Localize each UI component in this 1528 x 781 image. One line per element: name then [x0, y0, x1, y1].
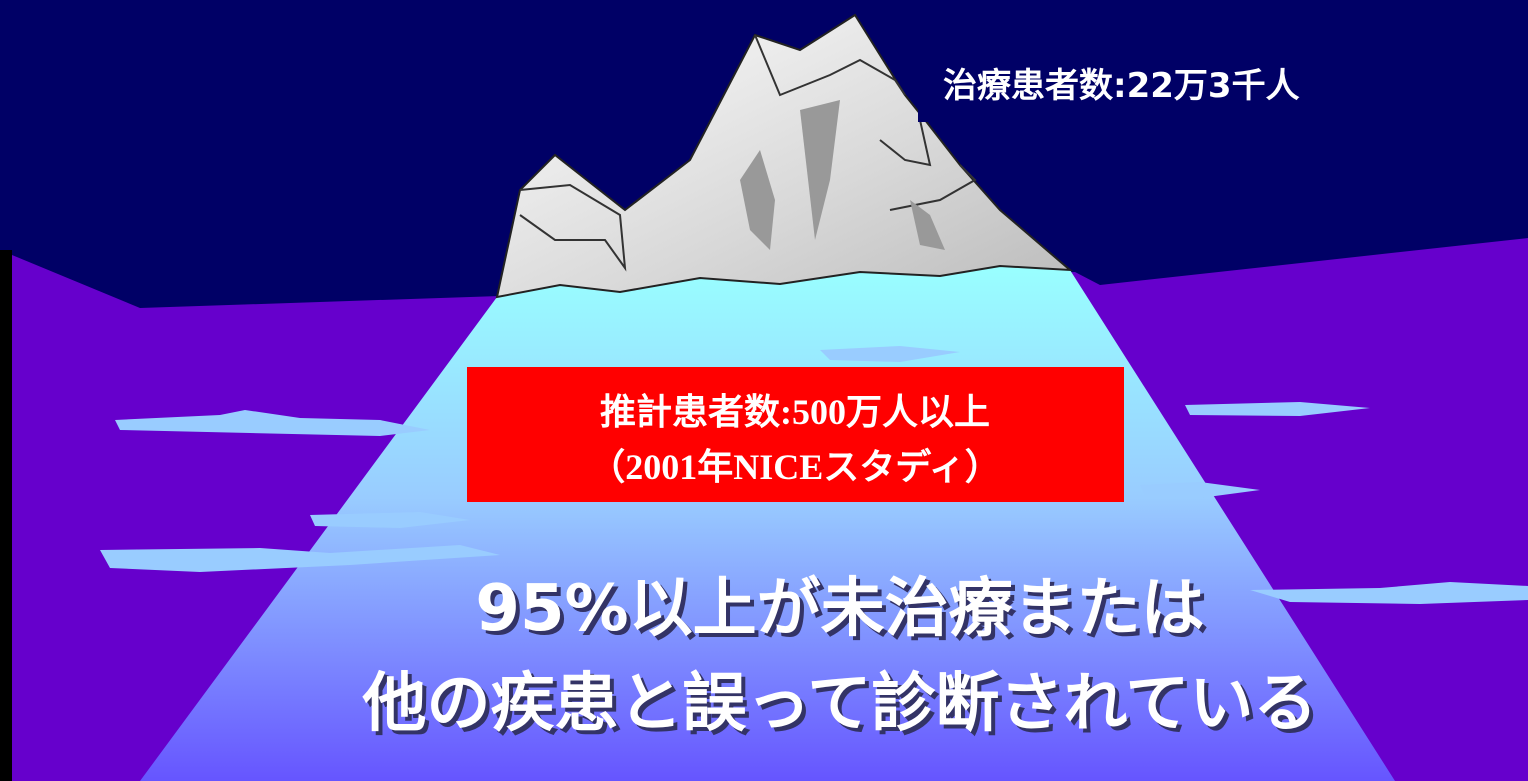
- left-edge: [0, 250, 12, 781]
- callout-middle-line: 推計患者数:500万人以上: [600, 392, 990, 432]
- slide: 治療患者数:22万3千人 推計患者数:500万人以上 （2001年NICEスタデ…: [0, 0, 1528, 781]
- callout-top-text: 治療患者数:22万3千人: [943, 66, 1300, 106]
- message-line: 他の疾患と誤って診断されている: [362, 667, 1318, 741]
- message-line: 95%以上が未治療または: [475, 572, 1204, 646]
- callout-middle-line: （2001年NICEスタディ）: [589, 446, 1001, 487]
